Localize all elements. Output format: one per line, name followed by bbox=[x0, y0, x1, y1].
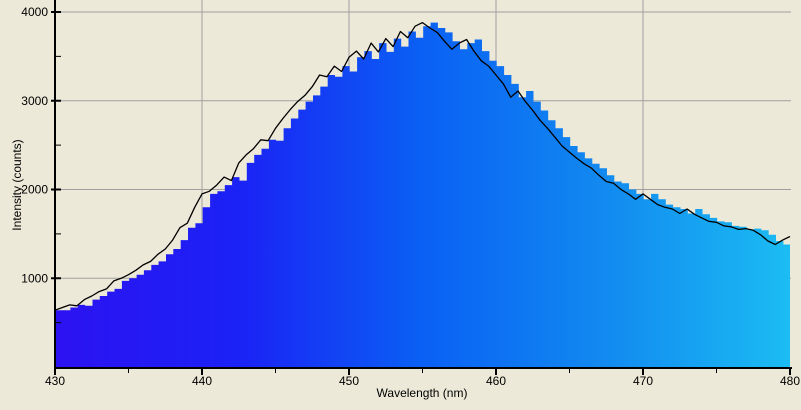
y-axis-title: Intensity (counts) bbox=[10, 139, 24, 230]
x-tick-label: 440 bbox=[192, 374, 212, 388]
x-tick-label: 470 bbox=[633, 374, 653, 388]
x-tick-label: 430 bbox=[45, 374, 65, 388]
y-tick-label: 3000 bbox=[21, 94, 48, 108]
spectrum-trace-line bbox=[54, 21, 791, 311]
x-axis-title: Wavelength (nm) bbox=[377, 386, 468, 400]
x-tick-label: 480 bbox=[780, 374, 800, 388]
axis-ticks bbox=[51, 11, 791, 375]
y-tick-label: 2000 bbox=[21, 183, 48, 197]
x-tick-label: 450 bbox=[339, 374, 359, 388]
y-tick-label: 1000 bbox=[21, 271, 48, 285]
spectrum-fill-area bbox=[55, 22, 790, 367]
y-tick-label: 4000 bbox=[21, 5, 48, 19]
x-tick-label: 460 bbox=[486, 374, 506, 388]
axis-tick-labels: 430 440 450 460 470 480 1000 2000 3000 4000 bbox=[21, 5, 800, 388]
